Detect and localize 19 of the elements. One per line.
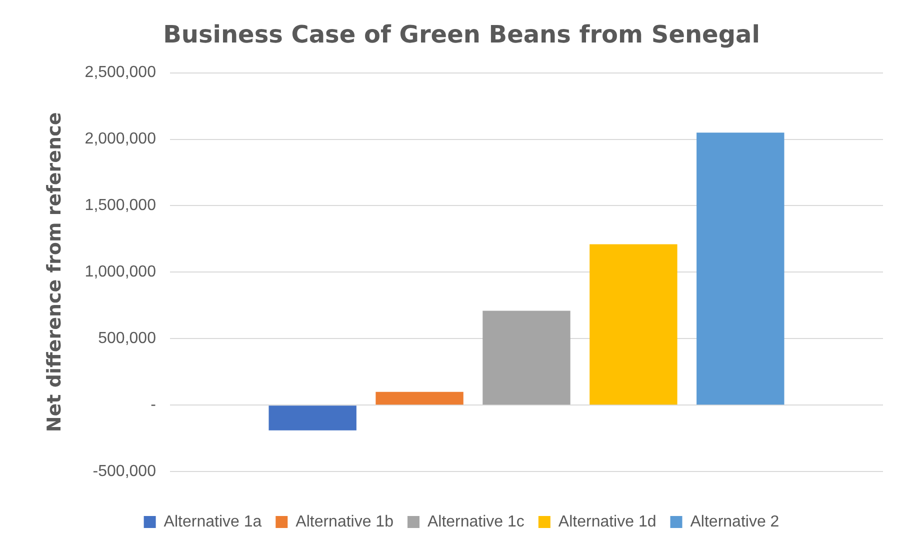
legend-label: Alternative 1a bbox=[164, 513, 262, 530]
bar bbox=[696, 132, 784, 405]
chart-title: Business Case of Green Beans from Senegal bbox=[163, 20, 760, 49]
bar bbox=[482, 310, 570, 405]
legend-label: Alternative 1c bbox=[427, 513, 524, 530]
bar bbox=[590, 244, 678, 405]
y-axis-title: Net difference from reference bbox=[43, 112, 66, 432]
bar bbox=[268, 406, 356, 430]
y-tick-label: -500,000 bbox=[92, 463, 156, 480]
y-tick-label: 1,000,000 bbox=[84, 264, 156, 281]
y-tick-label: 1,500,000 bbox=[84, 197, 156, 214]
y-tick-label: 2,000,000 bbox=[84, 130, 156, 148]
legend-label: Alternative 1b bbox=[296, 513, 394, 530]
legend-label: Alternative 1d bbox=[558, 513, 656, 530]
y-tick-label: - bbox=[150, 396, 156, 414]
legend-label: Alternative 2 bbox=[690, 513, 780, 530]
y-tick-label: 500,000 bbox=[98, 330, 156, 348]
y-tick-label: 2,500,000 bbox=[84, 64, 156, 82]
bar bbox=[376, 392, 464, 405]
